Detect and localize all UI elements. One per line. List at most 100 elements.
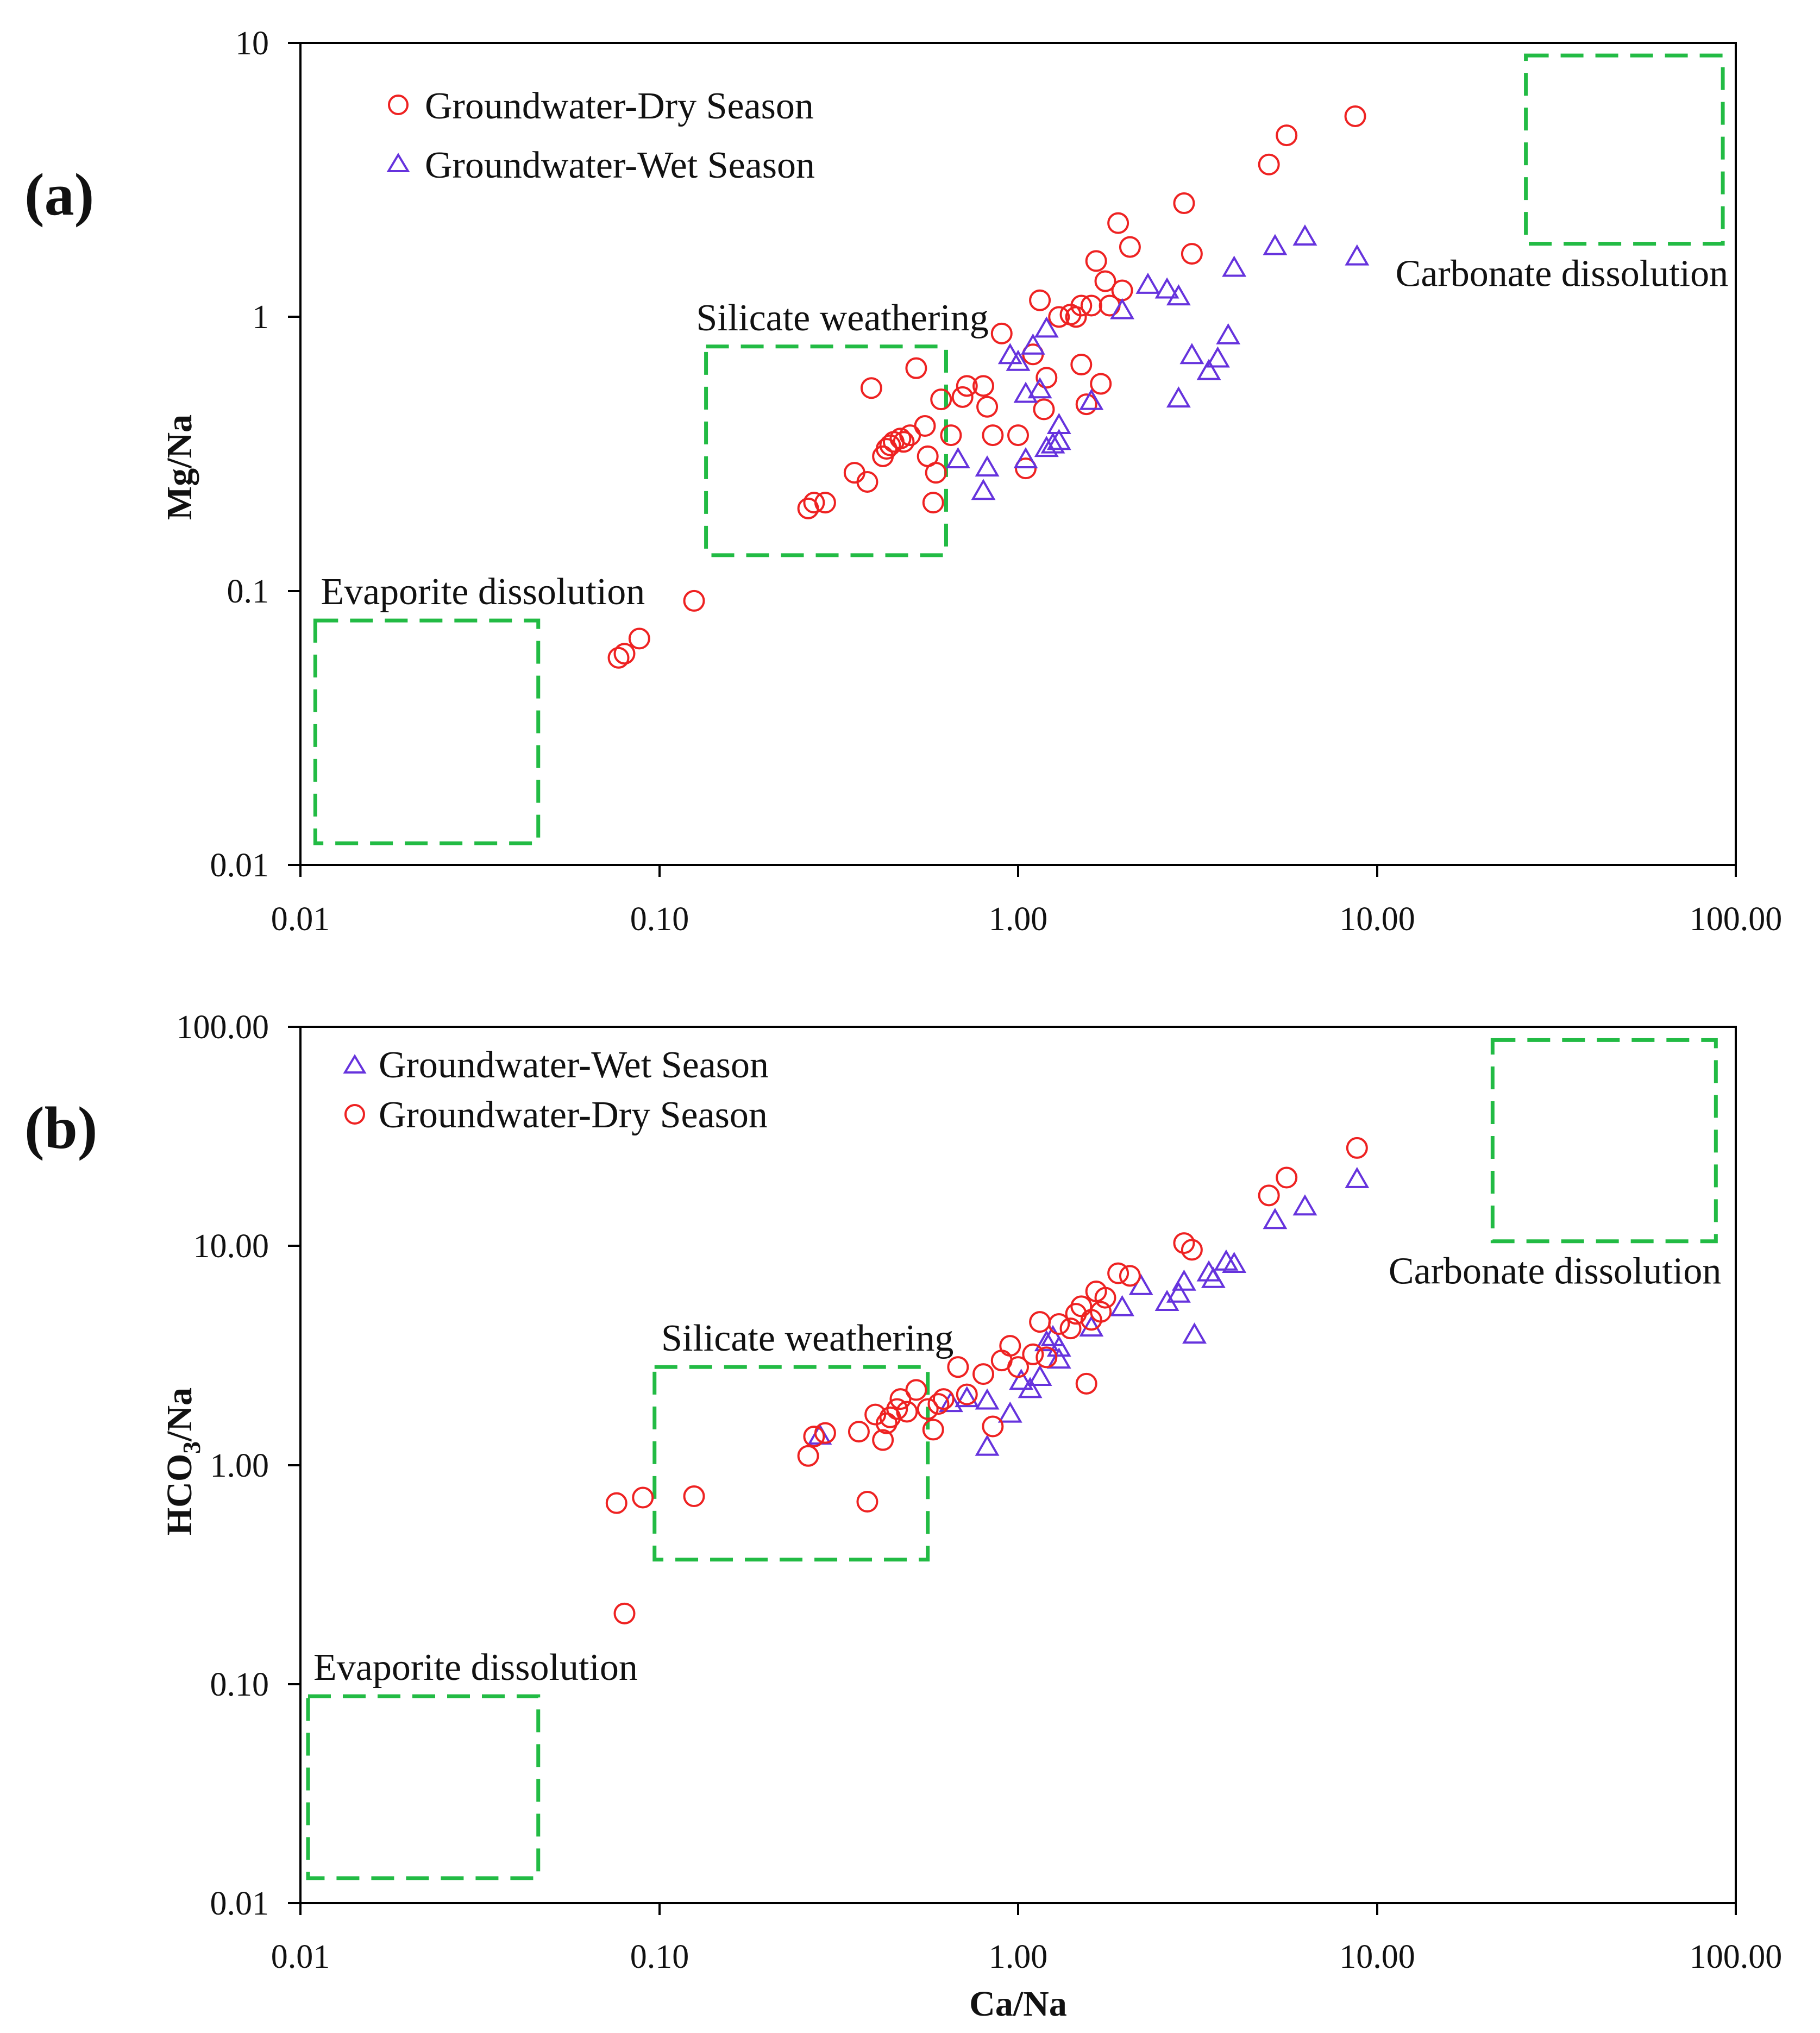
data-point-wet-season <box>1110 1295 1135 1316</box>
data-point-wet-season <box>1154 277 1179 299</box>
panel-a-y-axis-title: Mg/Na <box>160 415 199 520</box>
panel-b-x-tick-label: 1.00 <box>989 1938 1048 1975</box>
region-box-label: Carbonate dissolution <box>1396 253 1728 295</box>
panel-a-x-ticks: 0.01 0.10 1.00 10.00 100.00 <box>271 865 1782 938</box>
data-point-dry-season <box>607 647 630 669</box>
data-point-dry-season <box>814 492 836 514</box>
data-point-dry-season <box>1173 192 1195 215</box>
data-point-wet-season <box>1013 447 1038 469</box>
data-point-dry-season <box>1258 153 1280 175</box>
data-point-dry-season <box>982 1415 1004 1438</box>
data-point-wet-season <box>975 1434 1000 1456</box>
data-point-dry-season <box>976 396 999 418</box>
data-point-dry-season <box>1107 1262 1129 1284</box>
region-box-label: Evaporite dissolution <box>321 571 645 613</box>
data-point-dry-season <box>1070 354 1093 376</box>
data-point-dry-season <box>628 628 650 650</box>
data-point-dry-season <box>1029 1311 1051 1333</box>
data-point-dry-season <box>683 1485 705 1508</box>
data-point-wet-season <box>1182 1322 1207 1344</box>
data-point-dry-season <box>947 1356 969 1378</box>
data-point-dry-season <box>856 1491 878 1513</box>
data-point-wet-season <box>1027 1365 1052 1386</box>
panel-b-y-tick-label: 100.00 <box>177 1009 269 1046</box>
panel-a-legend-item-wet: Groundwater-Wet Season <box>386 145 815 186</box>
data-point-dry-season <box>922 1419 944 1441</box>
data-point-dry-season <box>803 1425 825 1447</box>
data-point-dry-season <box>972 1363 994 1385</box>
data-point-dry-season <box>1094 270 1116 292</box>
data-point-dry-season <box>925 462 947 484</box>
panel-a-y-tick-label: 0.01 <box>210 847 269 884</box>
data-point-dry-season <box>1048 1313 1070 1335</box>
data-point-wet-season <box>1034 316 1059 338</box>
panel-b-plot-area <box>299 1026 1737 1904</box>
data-point-wet-season <box>1079 1315 1104 1337</box>
panel-b-y-axis-title-subscript: 3 <box>178 1441 205 1454</box>
data-point-wet-season <box>1034 1330 1059 1352</box>
data-point-dry-season <box>932 1388 955 1410</box>
panel-b-region-boxes: Evaporite dissolution Silicate weathering… <box>306 1038 1721 1880</box>
data-point-wet-season <box>1040 1325 1065 1346</box>
panel-b-label: (b) <box>24 1095 97 1161</box>
data-point-dry-season <box>860 377 882 399</box>
data-point-wet-season <box>1046 429 1071 450</box>
panel-b-x-tick-label: 0.10 <box>630 1938 689 1975</box>
data-point-wet-season <box>1201 1266 1226 1288</box>
data-point-wet-season <box>1263 1208 1288 1229</box>
data-point-dry-season <box>956 1383 978 1405</box>
panel-b-y-axis-title: HCO3/Na <box>160 1388 205 1535</box>
data-point-dry-season <box>1173 1232 1195 1254</box>
panel-a-y-tick-label: 1 <box>252 299 269 336</box>
region-box <box>306 1694 541 1880</box>
panel-b-y-ticks: 0.01 0.10 1.00 10.00 100.00 <box>177 1009 300 1922</box>
data-point-dry-season <box>613 643 636 665</box>
panel-b-x-ticks: 0.01 0.10 1.00 10.00 100.00 <box>271 1903 1782 1975</box>
panel-b-legend-label-wet: Groundwater-Wet Season <box>379 1044 769 1086</box>
data-point-dry-season <box>1048 306 1070 328</box>
data-point-dry-season <box>1181 243 1203 265</box>
data-point-dry-season <box>1258 1184 1280 1207</box>
data-point-wet-season <box>938 1391 963 1413</box>
region-box <box>313 618 541 845</box>
legend-circle-icon <box>344 1104 365 1125</box>
data-point-dry-season <box>999 1335 1021 1357</box>
data-point-dry-season <box>875 1412 898 1434</box>
data-point-wet-season <box>1292 1194 1317 1216</box>
data-point-wet-season <box>1179 343 1204 365</box>
data-point-dry-season <box>848 1421 870 1443</box>
legend-circle-icon <box>388 95 409 115</box>
data-point-dry-season <box>990 322 1013 344</box>
data-point-wet-season <box>1034 436 1059 457</box>
data-point-dry-season <box>1094 1287 1116 1309</box>
data-point-dry-season <box>889 428 912 450</box>
panel-a-y-ticks: 0.01 0.1 1 10 <box>210 25 300 884</box>
data-point-wet-season <box>1345 244 1370 266</box>
data-point-dry-season <box>803 492 825 514</box>
panel-b-x-tick-label: 0.01 <box>271 1938 330 1975</box>
data-point-dry-season <box>683 589 705 612</box>
data-point-wet-season <box>1040 432 1065 454</box>
data-point-dry-season <box>1111 279 1133 302</box>
data-point-wet-season <box>1166 284 1191 306</box>
panel-b-y-tick-label: 1.00 <box>210 1447 269 1484</box>
panel-b-y-tick-label: 0.01 <box>210 1885 269 1922</box>
region-box-label: Silicate weathering <box>661 1317 953 1359</box>
data-point-dry-season <box>905 357 927 379</box>
data-point-dry-season <box>1033 398 1055 421</box>
data-point-dry-season <box>972 375 994 397</box>
data-point-dry-season <box>1085 250 1107 272</box>
data-point-dry-season <box>1070 294 1093 317</box>
data-point-wet-season <box>1166 386 1191 408</box>
data-point-dry-season <box>814 1422 836 1444</box>
data-point-wet-season <box>1196 359 1221 380</box>
data-point-dry-season <box>1075 393 1097 416</box>
data-point-wet-season <box>1171 1269 1196 1291</box>
panel-b-legend-item-dry: Groundwater-Dry Season <box>344 1094 768 1136</box>
data-point-wet-season <box>1027 377 1052 399</box>
data-point-wet-season <box>1222 255 1247 277</box>
data-point-dry-season <box>893 431 915 453</box>
data-point-dry-season <box>927 1393 950 1415</box>
data-point-dry-season <box>797 1445 819 1467</box>
data-point-dry-season <box>1119 1265 1141 1287</box>
